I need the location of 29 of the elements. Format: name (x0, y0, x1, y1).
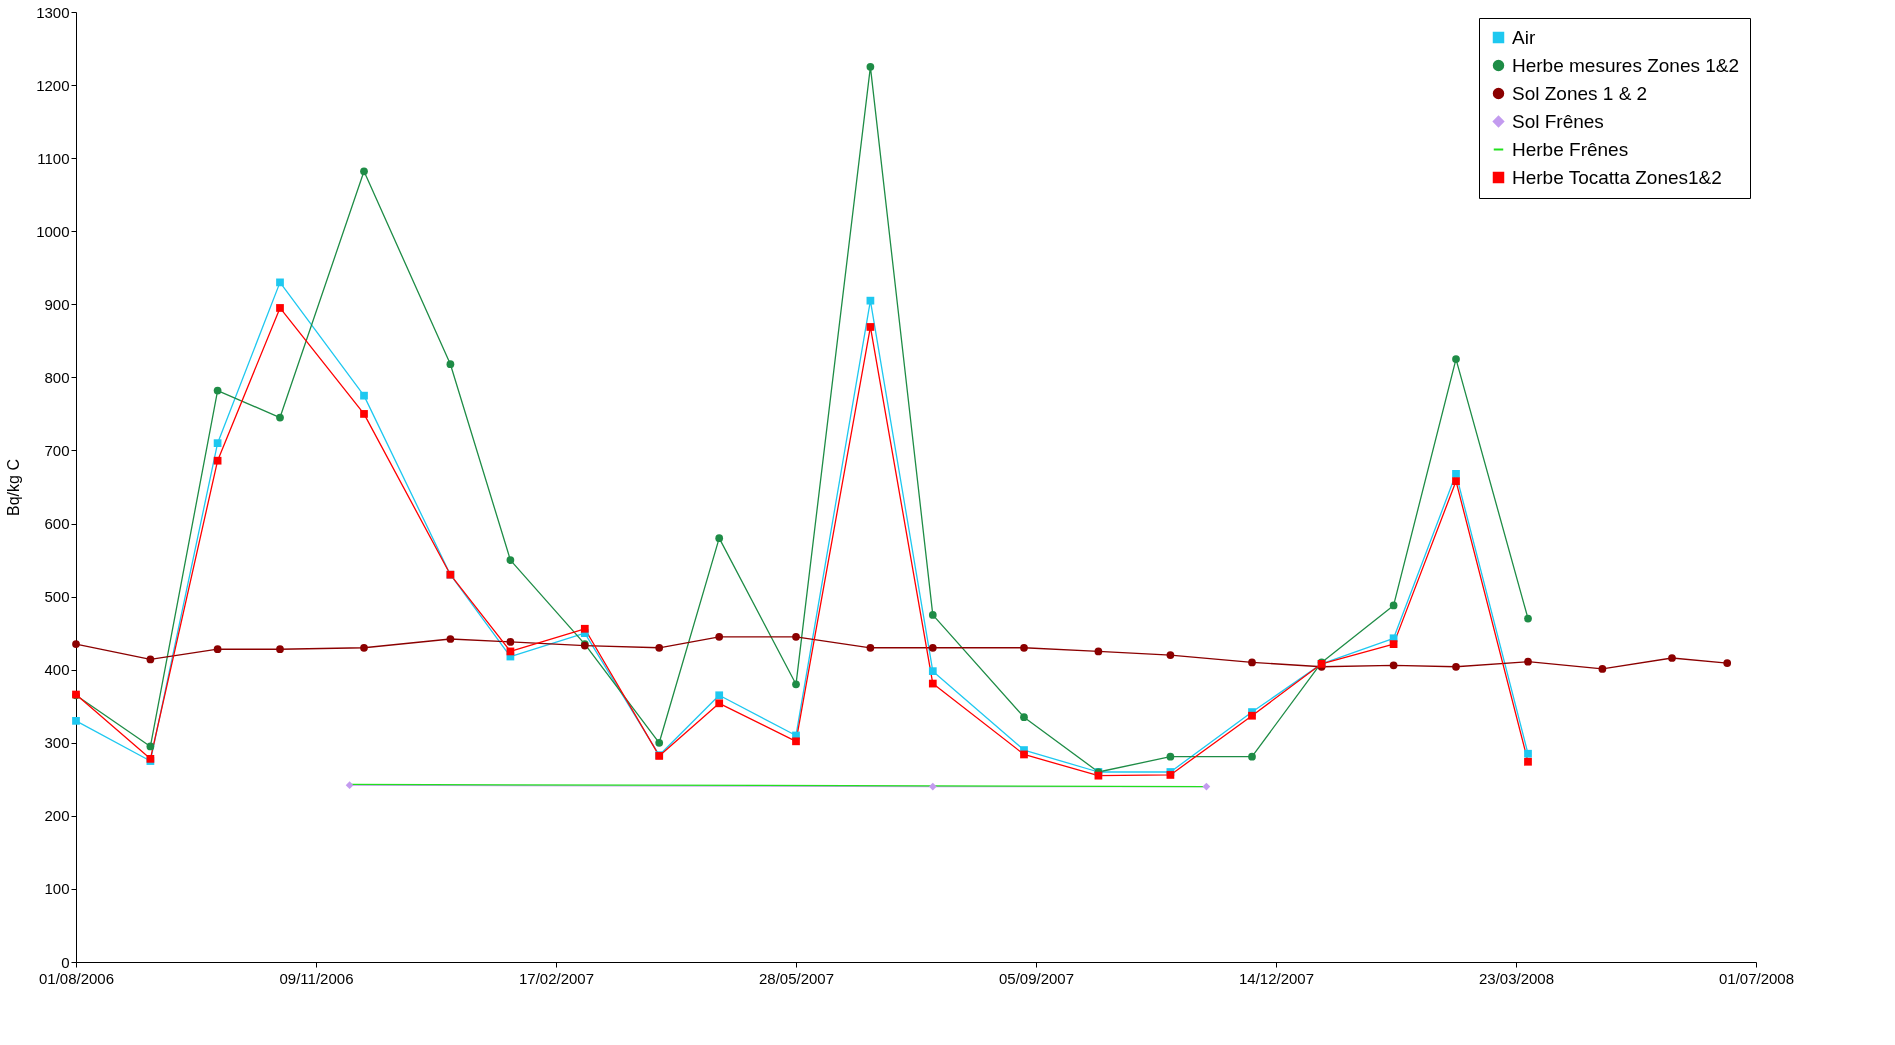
x-tick-label: 17/02/2007 (518, 969, 595, 987)
legend-label: Herbe Tocatta Zones1&2 (1512, 166, 1722, 188)
y-tick-label: 100 (44, 880, 70, 898)
legend-label: Herbe mesures Zones 1&2 (1512, 54, 1740, 76)
y-axis-title: Bq/kg C (5, 459, 23, 516)
y-tick-label: 1200 (36, 76, 70, 94)
x-tick-label: 14/12/2007 (1238, 969, 1315, 987)
legend-label: Air (1512, 26, 1536, 48)
x-tick-label: 28/05/2007 (758, 969, 835, 987)
y-tick-label: 800 (44, 368, 70, 386)
y-tick-label: 1300 (36, 3, 70, 21)
y-tick-label: 400 (44, 661, 70, 679)
y-tick-label: 900 (44, 295, 70, 313)
y-tick-label: 500 (44, 588, 70, 606)
legend-label: Sol Frênes (1512, 110, 1604, 132)
legend-label: Herbe Frênes (1512, 138, 1629, 160)
y-tick-label: 0 (61, 953, 70, 971)
y-tick-label: 700 (44, 441, 70, 459)
x-tick-label: 05/09/2007 (998, 969, 1075, 987)
y-tick-label: 1100 (37, 149, 70, 167)
legend-label: Sol Zones 1 & 2 (1512, 82, 1648, 104)
x-tick-label: 23/03/2008 (1478, 969, 1555, 987)
x-tick-label: 01/07/2008 (1718, 969, 1795, 987)
y-tick-label: 200 (44, 807, 70, 825)
x-tick-label: 09/11/2006 (279, 969, 354, 987)
y-tick-label: 300 (44, 734, 70, 752)
x-tick-label: 01/08/2006 (38, 969, 115, 987)
y-tick-label: 600 (44, 515, 70, 533)
y-tick-label: 1000 (36, 222, 70, 240)
